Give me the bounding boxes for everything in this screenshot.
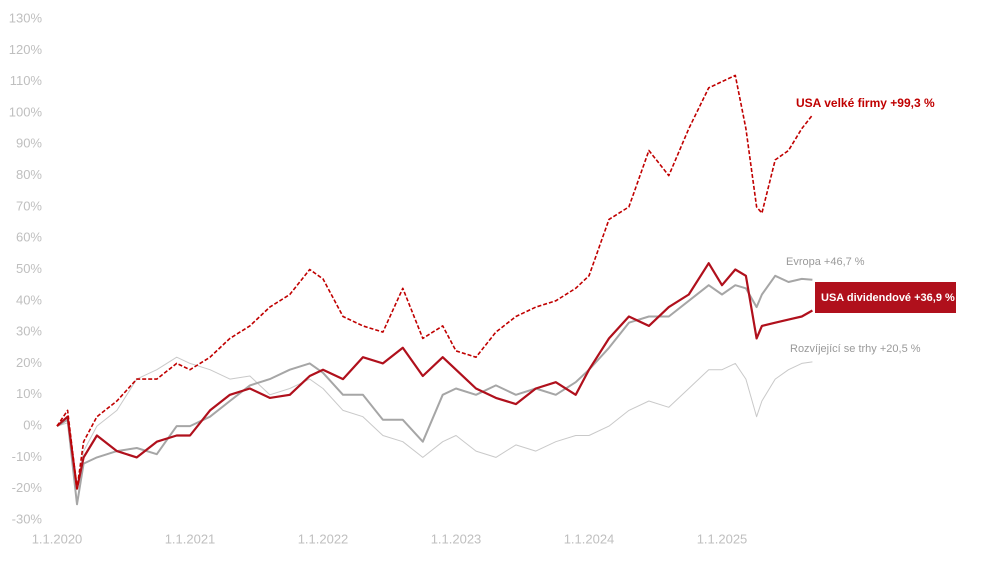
y-tick-label: 30% (16, 324, 42, 339)
y-tick-label: 50% (16, 261, 42, 276)
x-tick-label: 1.1.2022 (298, 531, 349, 546)
y-tick-label: -10% (12, 449, 43, 464)
y-tick-label: 130% (9, 10, 43, 25)
series-line (56, 356, 813, 490)
y-tick-label: -30% (12, 511, 43, 526)
y-tick-label: 40% (16, 292, 42, 307)
label-box (815, 282, 956, 313)
y-tick-label: 100% (9, 104, 43, 119)
x-tick-label: 1.1.2024 (564, 531, 615, 546)
y-tick-label: 90% (16, 136, 42, 151)
y-tick-label: 10% (16, 386, 42, 401)
series-line (56, 262, 813, 490)
y-tick-label: 80% (16, 167, 42, 182)
series-line (56, 274, 813, 506)
series-end-label: Evropa +46,7 % (786, 256, 865, 268)
x-tick-label: 1.1.2025 (697, 531, 748, 546)
series-end-label: USA dividendové +36,9 % (821, 292, 955, 304)
y-tick-label: 60% (16, 230, 42, 245)
series-end-label: Rozvíjející se trhy +20,5 % (790, 343, 921, 355)
y-tick-label: -20% (12, 480, 43, 495)
y-tick-label: 0% (23, 418, 42, 433)
series-end-label: USA velké firmy +99,3 % (796, 96, 935, 110)
y-tick-label: 110% (10, 73, 43, 88)
y-tick-label: 120% (9, 42, 43, 57)
y-tick-label: 70% (16, 198, 42, 213)
x-tick-label: 1.1.2021 (165, 531, 216, 546)
y-tick-label: 20% (16, 355, 42, 370)
x-tick-label: 1.1.2020 (32, 531, 83, 546)
series-line (56, 74, 814, 490)
x-tick-label: 1.1.2023 (431, 531, 482, 546)
